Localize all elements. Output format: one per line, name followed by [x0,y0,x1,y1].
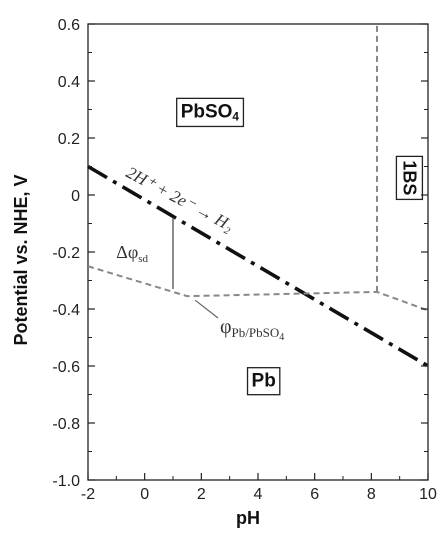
pbso4-region-label: PbSO4 [176,97,245,128]
x-tick-label: 4 [254,486,263,503]
x-tick-label: -2 [81,486,95,503]
y-tick-label: -0.8 [52,416,80,433]
phi-pb-label: φPb/PbSO4 [220,316,284,343]
y-tick-label: -0.4 [52,302,80,319]
y-tick-label: -1.0 [52,473,80,490]
pb-region-label-box [246,367,281,396]
axes-layer: -2 0 2 4 6 8 10 0.6 0.4 0.2 0 -0.2 -0.4 -0.6 -0.8 -1.0 p… [11,17,437,528]
pbso4-region-label-text: PbSO4 [181,101,240,123]
series-layer [87,24,429,368]
phi-pb-leader [194,299,219,319]
delta-phi-label: Δφsd [116,242,148,265]
pbso4-region-label-box [176,97,245,128]
1bs-region-label-text: 1BS [399,160,419,195]
y-axis-title: Potential vs. NHE, V [11,174,31,345]
y-tick-label: -0.6 [52,359,80,376]
1bs-region-label: 1BS [395,155,424,201]
y-tick-label: 0.2 [58,131,80,148]
series-line-1 [87,265,429,312]
plot-area [87,23,429,481]
x-tick-label: 10 [419,486,437,503]
x-tick-label: 8 [367,486,376,503]
x-tick-label: 6 [310,486,319,503]
x-tick-label: 0 [140,486,149,503]
series-line-0 [87,164,429,368]
pb-region-label: Pb [246,367,281,396]
y-tick-label: 0.4 [58,74,80,91]
x-axis-title: pH [236,508,260,528]
plot-frame [87,23,429,481]
y-tick-label: -0.2 [52,245,80,262]
1bs-region-label-box [395,155,424,201]
pb-region-label-text: Pb [252,371,276,392]
y-tick-label: 0.6 [58,17,80,34]
y-tick-label: 0 [71,188,80,205]
x-tick-label: 2 [197,486,206,503]
